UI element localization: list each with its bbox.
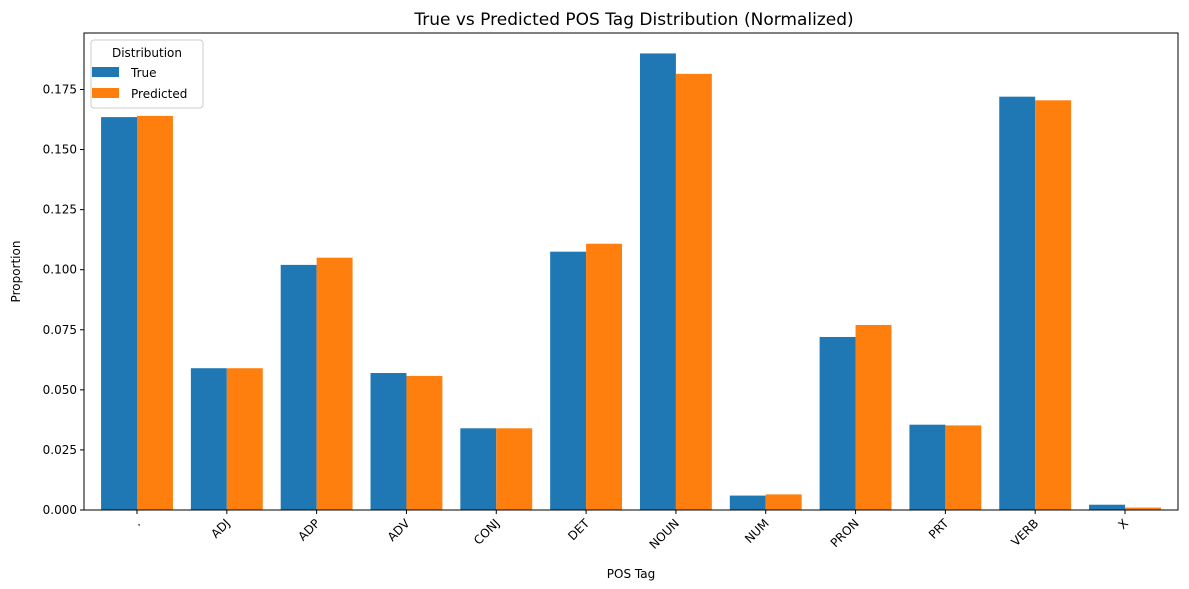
y-tick-label: 0.050 — [43, 383, 77, 397]
x-tick-label: NUM — [742, 516, 772, 546]
bar-true-noun — [639, 53, 676, 511]
y-tick-label: 0.000 — [43, 503, 77, 517]
bar-predicted-noun — [675, 73, 712, 511]
y-tick-label: 0.150 — [43, 143, 77, 157]
bars-group — [101, 53, 1161, 511]
bar-true-det — [550, 251, 587, 511]
x-tick-label: VERB — [1009, 516, 1042, 549]
x-tick-label: ADJ — [208, 516, 233, 541]
bar-true-verb — [999, 96, 1036, 510]
y-tick-label: 0.125 — [43, 203, 77, 217]
bar-predicted-punct — [136, 115, 173, 510]
bar-predicted-adp — [316, 257, 353, 510]
x-tick-label: CONJ — [471, 516, 502, 547]
bar-predicted-conj — [496, 428, 533, 510]
bar-true-punct — [101, 117, 137, 510]
bar-true-adv — [370, 373, 407, 510]
x-tick-label: X — [1115, 516, 1131, 532]
bar-true-conj — [460, 428, 497, 510]
y-axis-label: Proportion — [9, 241, 23, 303]
y-axis: 0.000 0.025 0.050 0.075 0.100 0.125 0.150 0.175 — [43, 82, 84, 517]
x-axis: . ADJ ADP ADV CONJ DET NOUN NUM PRON PRT VERB X — [131, 510, 1131, 552]
bar-true-adj — [190, 368, 227, 510]
bar-predicted-prt — [945, 425, 982, 510]
legend-swatch-predicted — [92, 88, 119, 98]
plot-frame — [83, 32, 1179, 511]
x-tick-label: PRT — [926, 516, 952, 542]
y-tick-label: 0.175 — [43, 82, 77, 96]
x-tick-label: DET — [565, 516, 592, 543]
bar-true-adp — [280, 264, 317, 510]
bar-true-pron — [819, 336, 856, 510]
x-tick-label: NOUN — [647, 516, 682, 551]
x-tick-label: PRON — [828, 516, 862, 550]
legend-label-true: True — [130, 66, 157, 80]
bar-predicted-det — [586, 243, 623, 510]
bar-predicted-pron — [855, 324, 892, 510]
x-axis-label: POS Tag — [607, 567, 655, 581]
y-tick-label: 0.075 — [43, 323, 77, 337]
x-tick-label: ADP — [295, 516, 322, 543]
y-tick-label: 0.025 — [43, 443, 77, 457]
bar-true-num — [729, 495, 766, 510]
bar-predicted-adv — [406, 375, 443, 510]
legend: Distribution True Predicted — [90, 39, 204, 109]
bar-true-x — [1089, 504, 1126, 510]
y-tick-label: 0.100 — [43, 263, 77, 277]
bar-predicted-num — [765, 494, 802, 510]
bar-predicted-x — [1125, 507, 1161, 510]
legend-label-predicted: Predicted — [131, 87, 187, 101]
x-tick-label: . — [131, 516, 144, 529]
bar-true-prt — [909, 424, 946, 510]
chart-title: True vs Predicted POS Tag Distribution (… — [413, 10, 853, 30]
legend-title: Distribution — [112, 46, 182, 60]
legend-swatch-true — [92, 67, 119, 77]
x-tick-label: ADV — [385, 516, 413, 544]
bar-predicted-verb — [1035, 100, 1072, 510]
bar-predicted-adj — [226, 368, 263, 510]
